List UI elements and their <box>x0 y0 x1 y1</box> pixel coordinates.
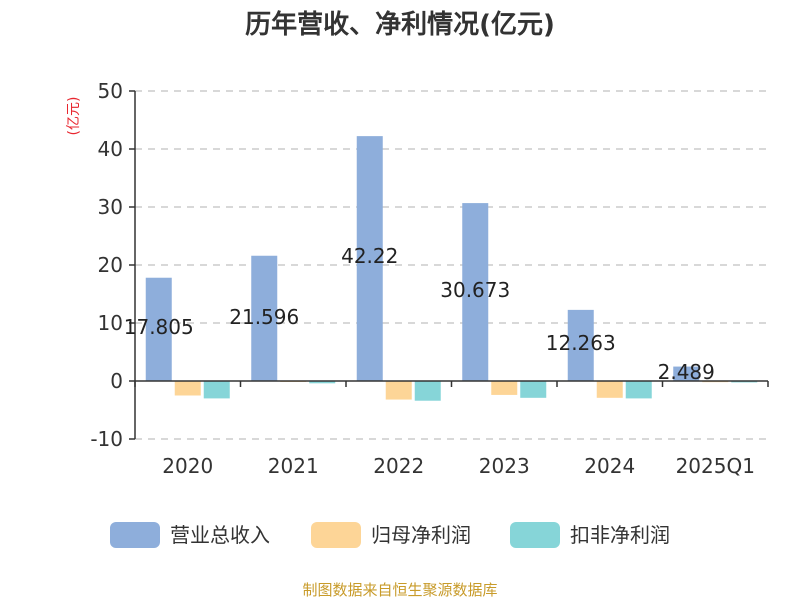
bar-2022-series-2[interactable] <box>414 381 441 401</box>
bar-2022-series-1[interactable] <box>385 381 412 400</box>
x-category-label: 2025Q1 <box>676 454 755 478</box>
bar-2021-series-0[interactable] <box>251 255 278 381</box>
legend-item-2[interactable]: 扣非净利润 <box>510 522 670 548</box>
data-label-2022: 42.22 <box>341 244 398 268</box>
legend-label: 扣非净利润 <box>570 523 670 547</box>
legend-label: 归母净利润 <box>371 523 471 547</box>
y-tick-label: 0 <box>110 369 123 393</box>
y-tick-label: -10 <box>90 427 123 451</box>
legend-item-1[interactable]: 归母净利润 <box>311 522 471 548</box>
bar-2023-series-2[interactable] <box>520 381 547 398</box>
legend-swatch <box>311 522 361 548</box>
bar-2020-series-1[interactable] <box>174 381 201 396</box>
legend-label: 营业总收入 <box>170 523 270 547</box>
grid <box>135 90 768 440</box>
bar-2025Q1-series-0[interactable] <box>673 366 700 381</box>
data-label-2024: 12.263 <box>546 331 616 355</box>
bar-2020-series-2[interactable] <box>203 381 230 399</box>
bar-2023-series-0[interactable] <box>462 203 489 381</box>
legend-item-0[interactable]: 营业总收入 <box>110 522 270 548</box>
bar-2022-series-0[interactable] <box>356 136 383 381</box>
x-category-label: 2022 <box>373 454 424 478</box>
bar-2023-series-1[interactable] <box>491 381 518 395</box>
chart-title: 历年营收、净利情况(亿元) <box>245 9 555 40</box>
data-label-2021: 21.596 <box>229 305 299 329</box>
axes <box>134 91 769 439</box>
x-category-label: 2024 <box>584 454 635 478</box>
data-label-2025Q1: 2.489 <box>658 360 715 384</box>
bar-2020-series-0[interactable] <box>145 277 172 381</box>
y-tick-label: 30 <box>98 195 123 219</box>
x-category-label: 2023 <box>479 454 530 478</box>
legend[interactable]: 营业总收入 归母净利润 扣非净利润 <box>110 522 670 548</box>
legend-swatch <box>110 522 160 548</box>
bars <box>145 136 758 401</box>
y-tick-label: 20 <box>98 253 123 277</box>
data-label-2020: 17.805 <box>124 315 194 339</box>
bar-2024-series-1[interactable] <box>596 381 623 398</box>
source-note: 制图数据来自恒生聚源数据库 <box>302 581 497 599</box>
bar-2021-series-2[interactable] <box>309 381 336 384</box>
bar-2024-series-0[interactable] <box>567 309 594 381</box>
data-labels: 17.805 21.596 42.22 30.673 12.263 2.489 <box>124 244 715 384</box>
y-axis-ticks: -10 0 10 20 30 40 50 <box>90 79 135 451</box>
bar-2024-series-2[interactable] <box>625 381 652 399</box>
y-tick-label: 50 <box>98 79 123 103</box>
data-label-2023: 30.673 <box>440 278 510 302</box>
legend-swatch <box>510 522 560 548</box>
x-category-label: 2021 <box>268 454 319 478</box>
y-axis-unit: (亿元) <box>66 97 82 136</box>
y-tick-label: 10 <box>98 311 123 335</box>
y-tick-label: 40 <box>98 137 123 161</box>
x-category-label: 2020 <box>162 454 213 478</box>
x-axis-labels: 2020 2021 2022 2023 2024 2025Q1 <box>162 454 755 478</box>
